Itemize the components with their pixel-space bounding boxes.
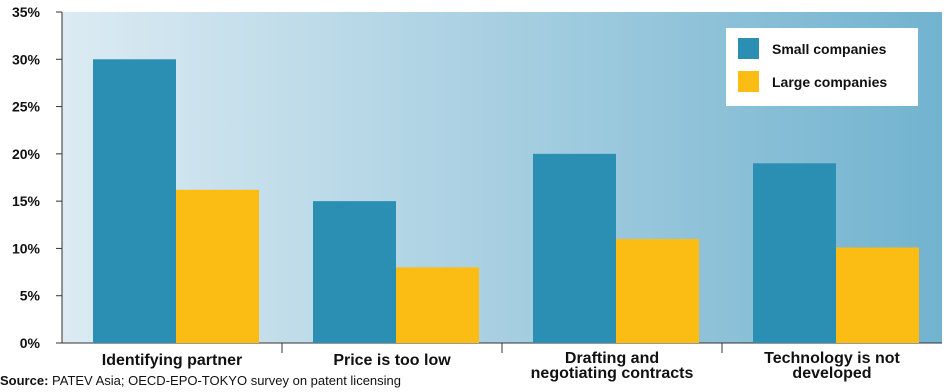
bar-large-companies <box>396 267 479 343</box>
x-category-label: Technology is not <box>764 350 900 367</box>
y-tick-label: 15% <box>12 193 41 209</box>
legend-swatch <box>738 71 759 92</box>
source-label: Source: <box>0 373 49 388</box>
legend-swatch <box>738 38 759 59</box>
x-category-label: Price is too low <box>333 352 451 369</box>
bar-small-companies <box>313 201 396 343</box>
y-tick-label: 0% <box>20 335 41 351</box>
y-tick-label: 10% <box>12 240 41 256</box>
source-note: Source: PATEV Asia; OECD-EPO-TOKYO surve… <box>0 373 401 388</box>
y-tick-label: 20% <box>12 146 41 162</box>
bar-large-companies <box>176 189 259 343</box>
bar-small-companies <box>93 59 176 344</box>
x-category-label: Identifying partner <box>102 352 242 369</box>
y-tick-label: 5% <box>20 288 41 304</box>
bar-large-companies <box>836 247 919 343</box>
y-tick-label: 25% <box>12 99 41 115</box>
legend-label: Small companies <box>772 41 887 57</box>
x-category-label: developed <box>792 365 871 382</box>
legend-label: Large companies <box>772 74 887 90</box>
x-category-label: negotiating contracts <box>531 365 694 382</box>
y-tick-label: 35% <box>12 4 41 20</box>
x-category-label: Drafting and <box>565 350 659 367</box>
bar-small-companies <box>533 153 616 343</box>
y-tick-label: 30% <box>12 51 41 67</box>
bar-large-companies <box>616 238 699 343</box>
source-text: PATEV Asia; OECD-EPO-TOKYO survey on pat… <box>52 373 401 388</box>
bar-small-companies <box>753 163 836 343</box>
